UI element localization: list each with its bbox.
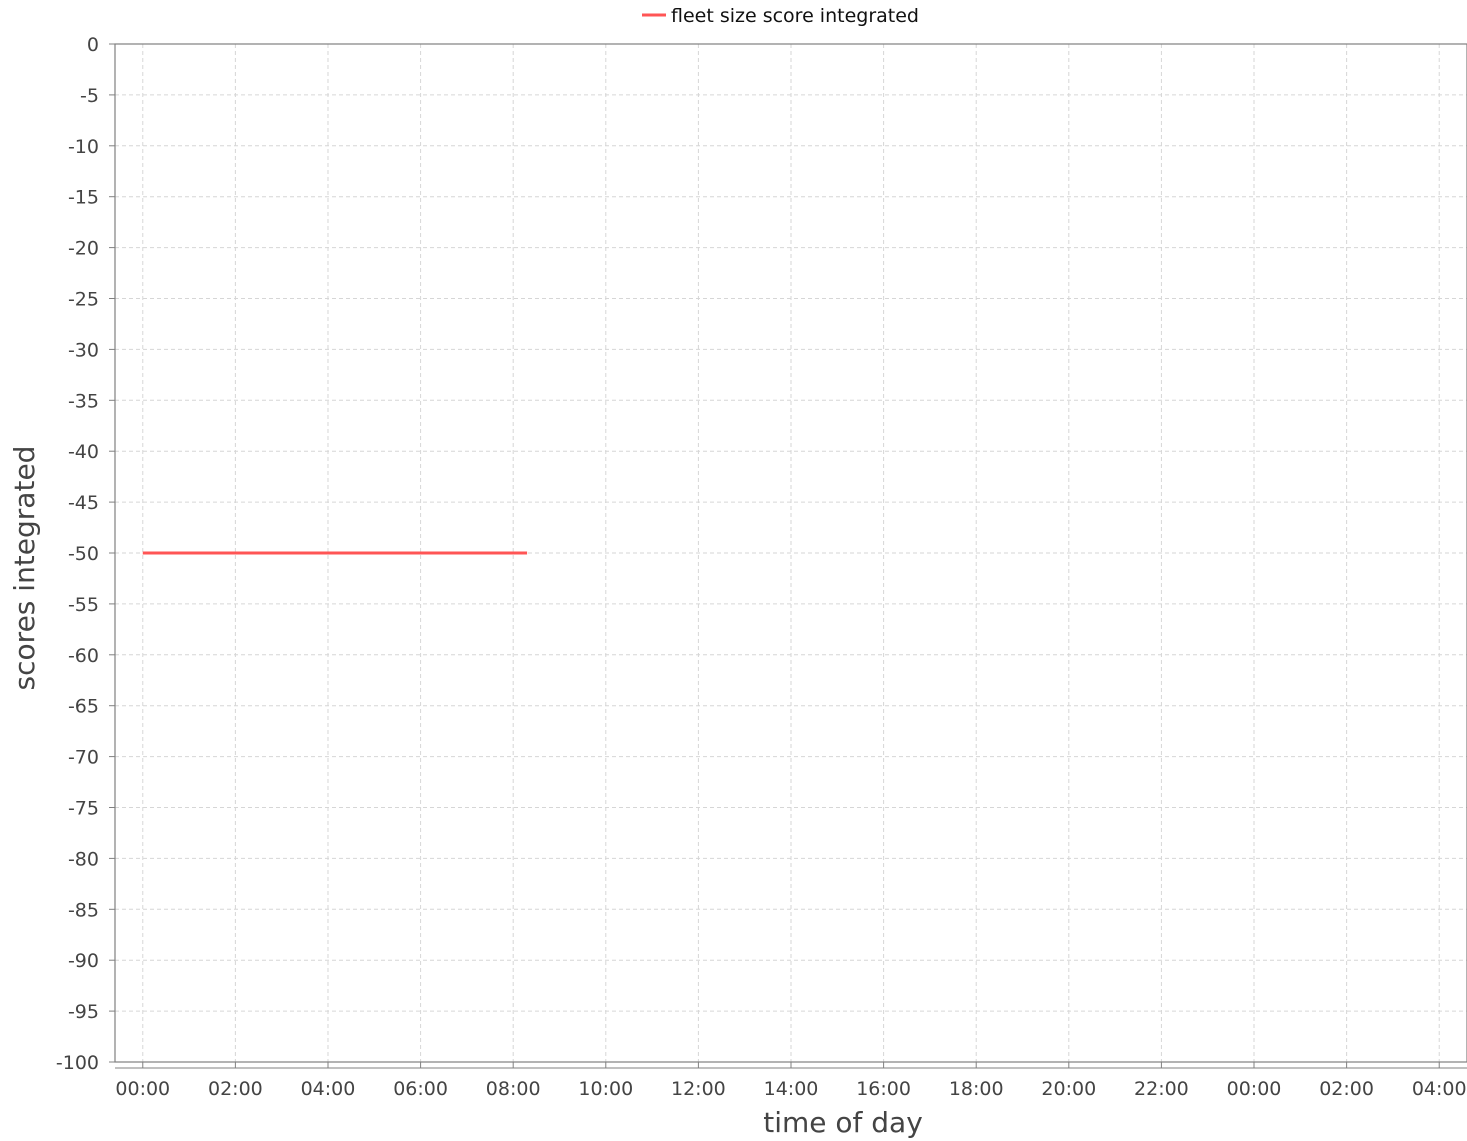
x-tick-label: 14:00 — [764, 1078, 819, 1100]
y-tick-label: -55 — [68, 594, 99, 616]
x-tick-label: 00:00 — [115, 1078, 170, 1100]
x-tick-label: 20:00 — [1041, 1078, 1096, 1100]
y-tick-label: -30 — [68, 339, 99, 361]
gridlines — [115, 43, 1467, 1063]
legend: fleet size score integrated — [642, 5, 919, 27]
x-axis-title: time of day — [763, 1106, 923, 1139]
y-tick-label: -60 — [68, 645, 99, 667]
x-tick-label: 04:00 — [301, 1078, 356, 1100]
y-tick-label: -80 — [68, 848, 99, 870]
y-axis: 0 -5 -10 -15 -20 -25 -30 -35 -40 -45 -50 -55 -60 -65 -… — [56, 34, 115, 1074]
y-tick-label: -75 — [68, 798, 99, 820]
y-tick-label: 0 — [87, 34, 99, 56]
x-tick-label: 22:00 — [1134, 1078, 1189, 1100]
x-tick-label: 02:00 — [1319, 1078, 1374, 1100]
y-tick-label: -40 — [68, 441, 99, 463]
x-tick-label: 08:00 — [486, 1078, 541, 1100]
x-tick-label: 10:00 — [578, 1078, 633, 1100]
y-tick-label: -45 — [68, 492, 99, 514]
x-tick-label: 00:00 — [1227, 1078, 1282, 1100]
y-tick-label: -95 — [68, 1001, 99, 1023]
x-tick-label: 12:00 — [671, 1078, 726, 1100]
y-tick-label: -5 — [80, 85, 99, 107]
y-tick-label: -90 — [68, 950, 99, 972]
y-tick-label: -10 — [68, 136, 99, 158]
y-axis-title: scores integrated — [8, 446, 41, 691]
x-tick-label: 04:00 — [1412, 1078, 1467, 1100]
y-tick-label: -20 — [68, 238, 99, 260]
y-tick-label: -50 — [68, 543, 99, 565]
x-tick-label: 02:00 — [208, 1078, 263, 1100]
x-axis: 00:00 02:00 04:00 06:00 08:00 10:00 12:00 14:00… — [115, 1062, 1467, 1100]
y-tick-label: -35 — [68, 390, 99, 412]
x-tick-label: 18:00 — [949, 1078, 1004, 1100]
y-tick-label: -100 — [56, 1052, 99, 1074]
y-tick-label: -15 — [68, 187, 99, 209]
x-tick-label: 16:00 — [856, 1078, 911, 1100]
y-tick-label: -85 — [68, 899, 99, 921]
y-tick-label: -65 — [68, 696, 99, 718]
y-tick-label: -70 — [68, 747, 99, 769]
legend-label: fleet size score integrated — [671, 5, 919, 27]
y-tick-label: -25 — [68, 289, 99, 311]
x-tick-label: 06:00 — [393, 1078, 448, 1100]
